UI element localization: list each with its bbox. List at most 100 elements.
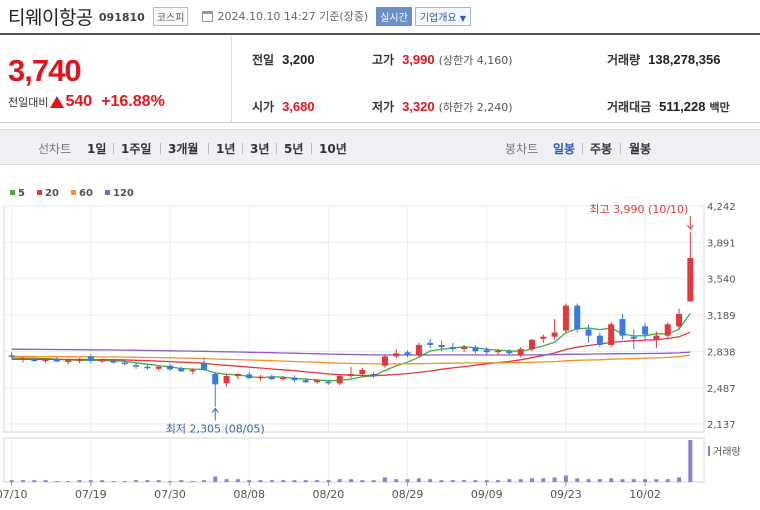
candle-chart-label: 봉차트 [505, 142, 539, 156]
period-1w[interactable]: 1주일 [121, 142, 152, 156]
candle-body [336, 376, 343, 384]
divider [311, 143, 312, 154]
low-label: 저가 [372, 100, 395, 114]
candle-body [291, 377, 298, 381]
volume-frame [3, 437, 705, 483]
change-amount: 540 [65, 93, 93, 110]
candle-body [415, 344, 422, 356]
volume-bar [450, 480, 455, 482]
y-tick-label: 3,891 [707, 238, 736, 249]
ma-120-line [11, 348, 691, 356]
low-value: 3,320 [402, 99, 435, 114]
legend-swatch-60 [71, 190, 76, 195]
stock-header: 티웨이항공 091810 코스피 2024.10.10 14:27 기준(장중)… [0, 0, 760, 32]
volume-bar [100, 480, 105, 482]
volume-bar [665, 479, 670, 482]
volume-bar [111, 481, 116, 482]
x-tick-label: 08/29 [392, 488, 424, 501]
x-tick-label: 08/20 [313, 488, 345, 501]
candle-body [144, 366, 151, 369]
period-3y[interactable]: 3년 [250, 142, 270, 156]
amount-label: 거래대금 [607, 100, 652, 114]
volume-bar [54, 481, 59, 482]
stock-code: 091810 [98, 11, 145, 24]
candle-body [540, 336, 547, 339]
candle-body [87, 356, 94, 362]
open-value: 3,680 [282, 99, 315, 114]
divider [160, 143, 161, 154]
volume-bar [620, 479, 625, 482]
y-tick-label: 3,540 [707, 275, 736, 286]
volume-bar [179, 480, 184, 482]
candle-monthly[interactable]: 월봉 [629, 142, 652, 156]
legend-swatch-120 [105, 190, 110, 195]
candle-weekly[interactable]: 주봉 [590, 142, 613, 156]
high-arrow-head [686, 224, 694, 230]
candle-body [506, 350, 513, 354]
candle-body [200, 363, 207, 370]
volume-label: 거래량 [713, 446, 741, 458]
change-percent: +16.88% [101, 93, 165, 110]
x-tick-label: 09/23 [550, 488, 582, 501]
x-tick-label: 09/09 [471, 488, 503, 501]
candle-body [676, 313, 683, 327]
stock-chart: 4,242 3,891 3,540 3,189 2,838 2,487 2,137 거래량 07… [0, 170, 760, 510]
quote-panel: 3,740 전일대비 540 +16.88% 전일 3,200 고가 3,990… [0, 33, 760, 123]
period-3m[interactable]: 3개월 [168, 142, 199, 156]
volume-bar [688, 440, 693, 482]
candle-body [178, 368, 185, 372]
volume-bar [326, 480, 331, 482]
candle-body [133, 365, 140, 367]
candle-body [302, 380, 309, 383]
legend-swatch-5 [10, 190, 15, 195]
low-arrow-head [211, 407, 219, 413]
candle-body [562, 305, 569, 331]
candle-body [574, 305, 581, 330]
company-info-dropdown[interactable]: 기업개요 ▼ [414, 6, 471, 26]
ma-60-line [11, 354, 691, 365]
period-1d[interactable]: 1일 [87, 142, 107, 156]
period-5y[interactable]: 5년 [284, 142, 304, 156]
legend-label-60: 60 [79, 188, 93, 199]
divider [582, 143, 583, 154]
candle-body [551, 332, 558, 337]
chevron-down-icon: ▼ [459, 13, 466, 23]
volume-bar [88, 480, 93, 482]
legend-label-20: 20 [45, 188, 59, 199]
change-label: 전일대비 [8, 96, 49, 109]
candle-body [483, 350, 490, 353]
volume-bar [201, 480, 206, 482]
candle-body [393, 353, 400, 357]
volume-bar [654, 479, 659, 482]
candle-body [121, 362, 128, 365]
period-1y[interactable]: 1년 [216, 142, 236, 156]
candle-body [596, 335, 603, 345]
price-block: 3,740 전일대비 540 +16.88% [0, 35, 232, 123]
prev-close-label: 전일 [252, 53, 275, 67]
candle-body [359, 369, 366, 374]
plot-frame [3, 205, 705, 433]
volume-bar [43, 480, 48, 482]
divider [113, 143, 114, 154]
period-10y[interactable]: 10년 [319, 142, 347, 156]
candle-body [495, 350, 502, 353]
volume-bar [428, 479, 433, 482]
candle-body [42, 359, 49, 362]
divider [208, 143, 209, 154]
volume-value: 138,278,356 [648, 52, 721, 67]
candle-daily[interactable]: 일봉 [553, 142, 576, 156]
volume-bar [586, 479, 591, 482]
volume-bar [371, 480, 376, 482]
candle-body [528, 339, 535, 350]
prev-close: 전일 3,200 [252, 51, 315, 68]
candle-body [687, 257, 694, 302]
realtime-button[interactable]: 실시간 [376, 6, 412, 26]
current-price: 3,740 [8, 53, 82, 88]
volume-bar [643, 479, 648, 482]
candle-body [189, 369, 196, 372]
y-tick-label: 2,838 [707, 347, 736, 358]
volume-bar [235, 479, 240, 482]
volume-bar [32, 480, 37, 482]
volume-bar [631, 479, 636, 482]
market-badge: 코스피 [152, 6, 189, 26]
